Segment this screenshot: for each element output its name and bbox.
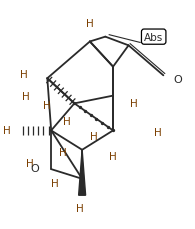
- Text: H: H: [59, 147, 67, 157]
- Polygon shape: [79, 150, 86, 195]
- Text: H: H: [22, 91, 30, 101]
- Text: H: H: [86, 19, 94, 29]
- Text: H: H: [63, 116, 71, 126]
- Text: H: H: [109, 151, 117, 161]
- Text: O: O: [31, 164, 40, 173]
- Text: H: H: [154, 128, 161, 138]
- Text: H: H: [90, 132, 98, 142]
- Text: H: H: [43, 101, 51, 111]
- Text: H: H: [51, 178, 59, 188]
- Text: H: H: [130, 99, 138, 109]
- Text: H: H: [3, 126, 11, 136]
- Text: H: H: [26, 159, 34, 169]
- Text: H: H: [20, 70, 28, 80]
- Text: H: H: [76, 204, 84, 213]
- Text: Abs: Abs: [144, 33, 163, 42]
- Text: O: O: [173, 75, 182, 85]
